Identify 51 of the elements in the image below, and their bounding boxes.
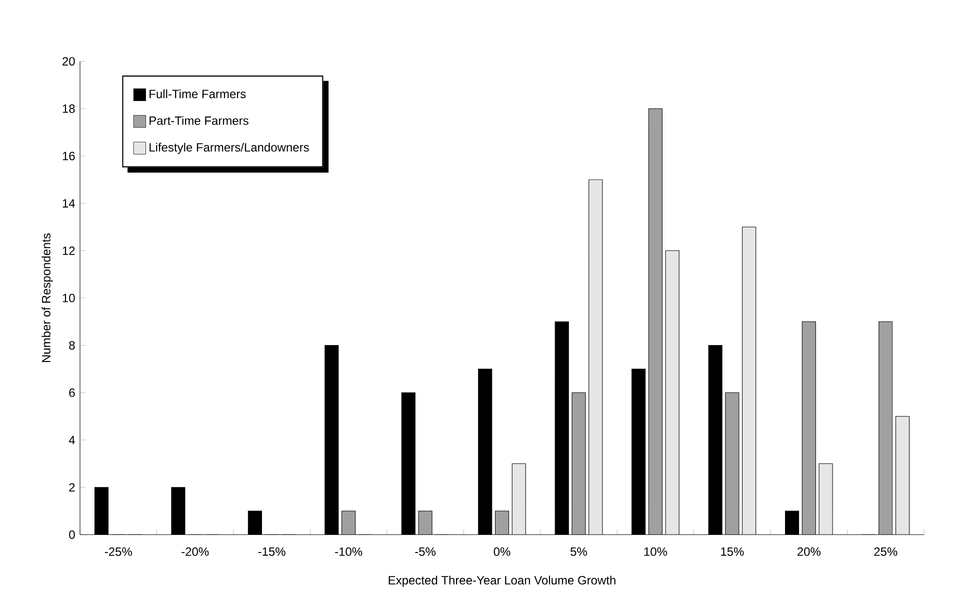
bar bbox=[572, 392, 586, 535]
y-tick-label: 0 bbox=[69, 530, 75, 539]
y-tick-label: 6 bbox=[69, 388, 75, 397]
y-tick-label: 12 bbox=[62, 246, 75, 255]
y-tick-label: 20 bbox=[62, 57, 75, 66]
legend-label: Part-Time Farmers bbox=[150, 116, 248, 125]
bar bbox=[725, 392, 739, 535]
bar bbox=[94, 487, 109, 535]
y-tick-label: 16 bbox=[62, 152, 75, 160]
bar bbox=[342, 511, 356, 535]
x-tick-label: 0% bbox=[494, 547, 510, 556]
x-tick-label: 10% bbox=[644, 547, 668, 556]
bar bbox=[896, 416, 910, 535]
bar bbox=[632, 368, 646, 535]
x-tick-label: -25% bbox=[104, 547, 132, 556]
x-tick-label: -20% bbox=[182, 547, 209, 556]
bar bbox=[785, 510, 800, 535]
x-axis-title: Expected Three-Year Loan Volume Growth bbox=[388, 576, 616, 587]
bar bbox=[171, 487, 186, 535]
bar bbox=[588, 180, 602, 535]
bar bbox=[802, 322, 816, 535]
x-tick-label: -5% bbox=[415, 547, 436, 556]
bar bbox=[708, 345, 722, 535]
bar bbox=[512, 464, 526, 535]
bar bbox=[878, 321, 893, 535]
x-tick-label: 5% bbox=[570, 547, 587, 556]
bar bbox=[248, 510, 262, 535]
bar bbox=[478, 368, 492, 535]
y-tick-label: 10 bbox=[62, 294, 75, 302]
bar bbox=[742, 227, 756, 535]
x-tick-label: -10% bbox=[335, 547, 362, 556]
x-tick-label: 15% bbox=[721, 547, 744, 556]
y-tick-label: 2 bbox=[69, 483, 75, 492]
x-tick-label: -15% bbox=[258, 547, 286, 556]
bar bbox=[819, 464, 833, 535]
bar bbox=[418, 511, 432, 535]
bar bbox=[554, 321, 569, 535]
legend-label: Lifestyle Farmers/Landowners bbox=[150, 142, 309, 154]
bar bbox=[324, 345, 339, 535]
x-tick-label: 25% bbox=[874, 547, 898, 556]
y-tick-label: 14 bbox=[62, 199, 75, 208]
y-tick-label: 8 bbox=[69, 341, 75, 350]
y-axis-title: Number of Respondents bbox=[42, 233, 53, 362]
bar bbox=[648, 108, 662, 535]
x-tick-label: 20% bbox=[798, 547, 820, 556]
y-tick-label: 4 bbox=[68, 436, 75, 444]
legend-label: Full-Time Farmers bbox=[150, 89, 246, 98]
bar bbox=[401, 392, 416, 535]
bar bbox=[666, 250, 680, 535]
y-tick-label: 18 bbox=[62, 104, 75, 113]
bar bbox=[495, 511, 509, 535]
